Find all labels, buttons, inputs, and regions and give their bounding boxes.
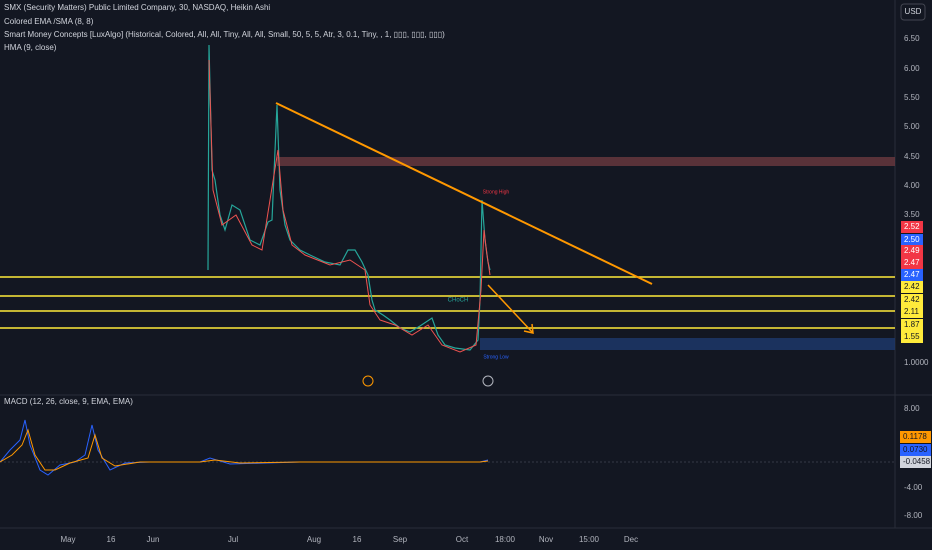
price-tag bbox=[901, 306, 923, 318]
time-label: Nov bbox=[539, 535, 553, 544]
macd-tag bbox=[900, 456, 931, 468]
macd-tag-label: -0.0458 bbox=[903, 457, 931, 466]
macd-line bbox=[0, 419, 489, 476]
annotation: Strong High bbox=[483, 189, 510, 195]
time-label: Jul bbox=[228, 535, 238, 544]
macd-tag-label: 0.0730 bbox=[903, 445, 928, 454]
signal-line bbox=[0, 428, 489, 471]
time-label: Sep bbox=[393, 535, 408, 544]
price-tag-label: 2.47 bbox=[904, 258, 920, 267]
price-tag-label: 2.11 bbox=[904, 307, 920, 316]
header-line: SMX (Security Matters) Public Limited Co… bbox=[4, 3, 270, 12]
macd-label: -4.00 bbox=[904, 483, 923, 492]
header-line: Colored EMA /SMA (8, 8) bbox=[4, 17, 94, 26]
price-tags: 2.52 2.50 2.49 2.47 2.47 2.42 2.42 2.11 1.87 1.55 bbox=[901, 221, 923, 343]
header-line: HMA (9, close) bbox=[4, 43, 57, 52]
price-label: 4.50 bbox=[904, 152, 920, 161]
price-tag bbox=[901, 294, 923, 306]
price-label: 1.0000 bbox=[904, 358, 929, 367]
event-icon[interactable] bbox=[482, 375, 494, 387]
price-tag-label: 2.42 bbox=[904, 282, 920, 291]
price-axis: 6.50 6.00 5.50 5.00 4.50 4.00 3.50 1.0000 bbox=[904, 34, 929, 367]
price-label: 5.50 bbox=[904, 93, 920, 102]
supply-zone bbox=[277, 157, 895, 166]
event-icon[interactable] bbox=[362, 375, 374, 387]
time-label: May bbox=[60, 535, 75, 544]
price-line bbox=[207, 44, 491, 351]
price-tag bbox=[901, 281, 923, 293]
price-label: 6.50 bbox=[904, 34, 920, 43]
time-label: 16 bbox=[107, 535, 116, 544]
price-tag-label: 2.50 bbox=[904, 235, 920, 244]
macd-label: -8.00 bbox=[904, 511, 923, 520]
price-tag bbox=[901, 221, 923, 233]
macd-tag bbox=[900, 431, 931, 443]
price-tag bbox=[901, 319, 923, 331]
levels bbox=[0, 276, 895, 329]
macd-tag-label: 0.1178 bbox=[903, 432, 927, 441]
macd-tags: 0.1178 0.0730 -0.0458 bbox=[900, 431, 931, 468]
currency-button[interactable] bbox=[900, 3, 926, 21]
currency[interactable]: USD bbox=[905, 7, 922, 16]
price-label: 3.50 bbox=[904, 210, 920, 219]
price-label: 6.00 bbox=[904, 64, 920, 73]
time-label: Jun bbox=[147, 535, 160, 544]
price-tag-label: 2.49 bbox=[904, 246, 920, 255]
price-tag-label: 2.47 bbox=[904, 270, 920, 279]
price-tag-label: 1.55 bbox=[904, 332, 920, 341]
time-label: 16 bbox=[353, 535, 362, 544]
price-label: 4.00 bbox=[904, 181, 920, 190]
macd-label: 8.00 bbox=[904, 404, 920, 413]
price-label: 5.00 bbox=[904, 122, 920, 131]
time-label: Dec bbox=[624, 535, 638, 544]
time-label: 18:00 bbox=[495, 535, 516, 544]
demand-zone bbox=[480, 338, 895, 350]
price-tag-label: 2.42 bbox=[904, 295, 920, 304]
macd-title: MACD (12, 26, close, 9, EMA, EMA) bbox=[4, 397, 133, 406]
time-axis: May 16 Jun Jul Aug 16 Sep Oct 18:00 Nov 15:00 Dec bbox=[60, 535, 638, 544]
price-tag-label: 1.87 bbox=[904, 320, 920, 329]
macd-axis: 8.00 -4.00 -8.00 bbox=[904, 404, 923, 520]
price-tag bbox=[901, 257, 923, 269]
time-label: Aug bbox=[307, 535, 321, 544]
price-tag bbox=[901, 234, 923, 246]
arrow-head bbox=[523, 323, 534, 334]
trend-line bbox=[275, 102, 653, 285]
time-label: Oct bbox=[456, 535, 469, 544]
price-tag bbox=[901, 245, 923, 257]
annotation: Strong Low bbox=[483, 354, 509, 360]
price-tag-label: 2.52 bbox=[904, 222, 920, 231]
time-label: 15:00 bbox=[579, 535, 600, 544]
header-line: Smart Money Concepts [LuxAlgo] (Historic… bbox=[4, 30, 445, 39]
macd-tag bbox=[900, 444, 931, 456]
price-tag bbox=[901, 331, 923, 343]
price-tag bbox=[901, 269, 923, 281]
arrow-line bbox=[487, 284, 534, 334]
price-line-red bbox=[208, 59, 491, 353]
annotation: CHoCH bbox=[448, 298, 469, 304]
